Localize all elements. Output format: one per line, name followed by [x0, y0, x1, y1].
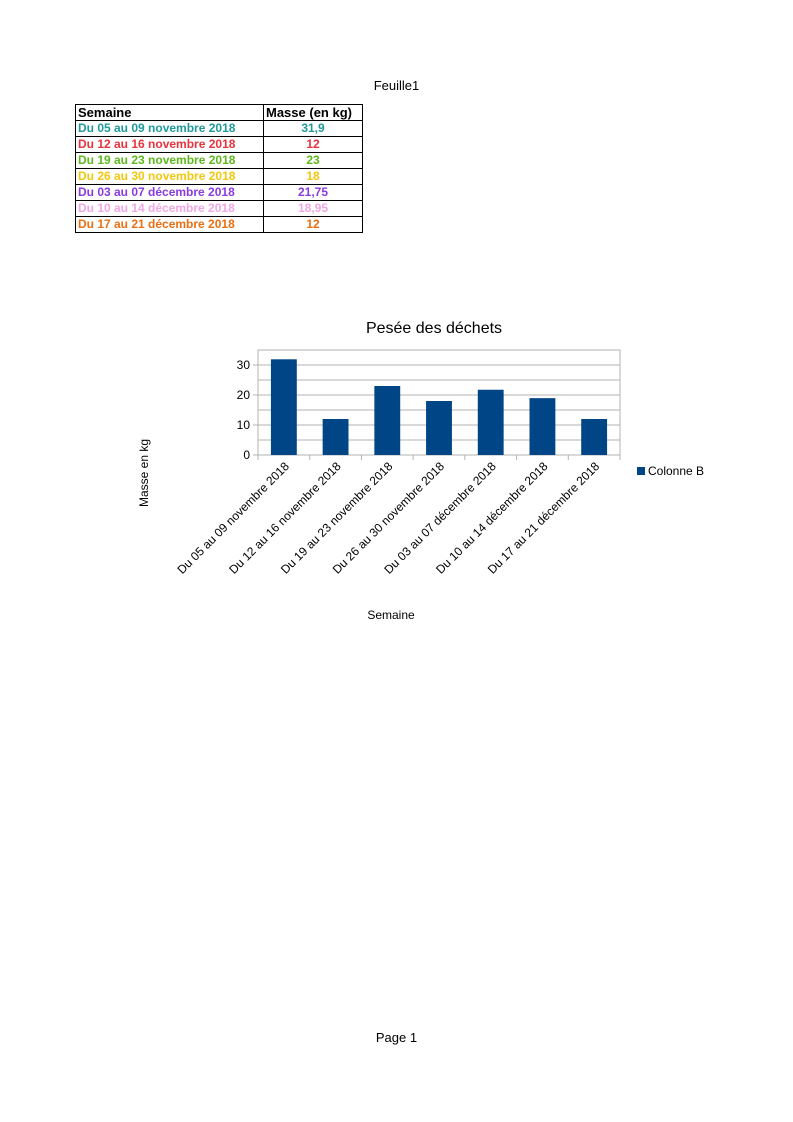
mass-cell: 18 — [263, 168, 363, 185]
week-cell: Du 03 au 07 décembre 2018 — [75, 184, 264, 201]
table-row: Du 05 au 09 novembre 2018 31,9 — [75, 120, 363, 137]
x-tick-label: Du 17 au 21 décembre 2018 — [485, 459, 603, 577]
week-cell: Du 19 au 23 novembre 2018 — [75, 152, 264, 169]
week-cell: Du 12 au 16 novembre 2018 — [75, 136, 264, 153]
legend-label: Colonne B — [648, 464, 704, 478]
mass-cell: 23 — [263, 152, 363, 169]
week-cell: Du 17 au 21 décembre 2018 — [75, 216, 264, 233]
bar — [374, 386, 401, 455]
mass-cell: 12 — [263, 136, 363, 153]
x-axis-label: Semaine — [367, 608, 415, 622]
table-row: Du 17 au 21 décembre 2018 12 — [75, 216, 363, 233]
bar — [581, 419, 608, 455]
table-row: Du 10 au 14 décembre 2018 18,95 — [75, 200, 363, 217]
bar — [322, 419, 349, 455]
bar — [270, 359, 297, 455]
mass-cell: 31,9 — [263, 120, 363, 137]
mass-cell: 21,75 — [263, 184, 363, 201]
table-row: Du 12 au 16 novembre 2018 12 — [75, 136, 363, 153]
week-cell: Du 10 au 14 décembre 2018 — [75, 200, 264, 217]
y-tick-label: 0 — [243, 448, 250, 462]
sheet-title: Feuille1 — [373, 78, 420, 93]
table-header-row: Semaine Masse (en kg) — [75, 104, 363, 121]
y-tick-label: 30 — [237, 358, 251, 372]
table-row: Du 26 au 30 novembre 2018 18 — [75, 168, 363, 185]
week-cell: Du 26 au 30 novembre 2018 — [75, 168, 264, 185]
header-mass: Masse (en kg) — [263, 104, 363, 121]
mass-cell: 18,95 — [263, 200, 363, 217]
bar — [529, 398, 556, 455]
y-tick-label: 10 — [237, 418, 251, 432]
y-axis-label: Masse en kg — [137, 439, 151, 507]
data-table: Semaine Masse (en kg) Du 05 au 09 novemb… — [75, 104, 363, 233]
bar — [426, 401, 452, 455]
mass-cell: 12 — [263, 216, 363, 233]
table-row: Du 03 au 07 décembre 2018 21,75 — [75, 184, 363, 201]
y-tick-label: 20 — [237, 388, 251, 402]
bar — [477, 389, 504, 455]
header-week: Semaine — [75, 104, 264, 121]
table-row: Du 19 au 23 novembre 2018 23 — [75, 152, 363, 169]
week-cell: Du 05 au 09 novembre 2018 — [75, 120, 264, 137]
page-number: Page 1 — [375, 1030, 418, 1045]
legend-swatch — [637, 467, 645, 475]
chart-title: Pesée des déchets — [366, 320, 502, 337]
